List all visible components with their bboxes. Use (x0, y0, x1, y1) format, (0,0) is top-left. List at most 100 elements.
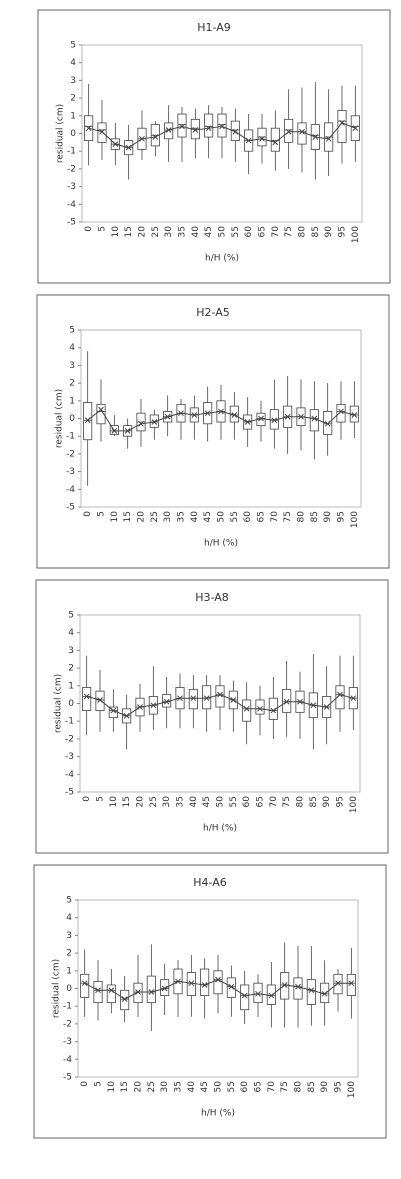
mean-marker (325, 135, 332, 142)
x-tick-label: 90 (323, 511, 333, 523)
mean-marker (311, 415, 318, 422)
x-tick-label: 65 (258, 226, 268, 237)
x-tick-label: 95 (338, 226, 348, 237)
mean-marker (351, 412, 358, 418)
mean-marker (123, 713, 130, 719)
x-tick-label: 10 (107, 1081, 117, 1093)
y-tick-label: 2 (66, 949, 72, 959)
box (177, 113, 187, 138)
mean-marker (121, 996, 128, 1002)
mean-marker (283, 698, 290, 705)
mean-marker (241, 992, 248, 999)
y-tick-label: 3 (70, 76, 76, 86)
mean-marker (230, 697, 237, 703)
box (297, 122, 307, 145)
box (82, 687, 92, 711)
box (268, 697, 278, 720)
box (333, 973, 343, 995)
x-tick-label: 50 (218, 226, 228, 238)
mean-marker (190, 695, 197, 702)
y-tick-label: 0 (66, 984, 72, 994)
x-tick-label: 80 (298, 226, 308, 238)
mean-marker (84, 417, 91, 424)
chart-title: H4-A6 (193, 876, 227, 889)
x-tick-label: 0 (84, 226, 94, 232)
y-tick-label: -3 (63, 1037, 72, 1047)
x-tick-label: 70 (270, 511, 280, 523)
mean-marker (175, 978, 181, 985)
mean-marker (205, 125, 212, 132)
box (213, 970, 223, 995)
x-axis-label: h/H (%) (205, 254, 239, 264)
x-tick-label: 50 (217, 511, 227, 523)
mean-marker (95, 987, 101, 994)
x-tick-label: 5 (97, 511, 107, 517)
box (93, 981, 103, 1004)
x-tick-label: 75 (283, 511, 293, 522)
mean-marker (352, 125, 359, 132)
box (215, 685, 225, 708)
mean-marker (299, 128, 305, 135)
mean-marker (281, 982, 288, 988)
mean-marker (228, 983, 235, 990)
mean-marker (284, 413, 291, 420)
y-tick-label: 1 (70, 111, 76, 121)
box (160, 979, 170, 996)
y-axis-label: residual (cm) (52, 959, 62, 1018)
y-tick-label: -4 (67, 200, 76, 210)
mean-marker (337, 691, 343, 698)
y-tick-label: 2 (68, 664, 74, 674)
x-tick-label: 15 (120, 1081, 130, 1092)
box (204, 113, 214, 138)
box (164, 122, 174, 140)
mean-marker (191, 412, 198, 418)
mean-marker (310, 702, 317, 709)
mean-marker (243, 705, 250, 712)
mean-marker (192, 127, 199, 133)
x-axis-label: h/H (%) (203, 824, 237, 834)
x-tick-label: 85 (309, 796, 319, 807)
mean-marker (165, 127, 172, 133)
x-tick-label: 10 (110, 511, 120, 523)
x-tick-label: 60 (244, 226, 254, 238)
x-tick-label: 40 (187, 1081, 197, 1093)
y-tick-label: -5 (63, 1073, 72, 1083)
x-tick-label: 65 (257, 511, 267, 522)
x-tick-label: 30 (162, 796, 172, 808)
y-tick-label: 5 (69, 326, 75, 336)
mean-marker (257, 705, 263, 712)
x-tick-label: 10 (109, 796, 119, 808)
y-tick-label: 1 (68, 681, 74, 691)
x-tick-label: 100 (349, 796, 359, 813)
x-tick-label: 90 (320, 1081, 330, 1093)
mean-marker (188, 980, 195, 987)
mean-marker (258, 415, 264, 422)
y-tick-label: -2 (65, 734, 74, 744)
box (95, 690, 105, 711)
mean-marker (270, 707, 277, 714)
x-axis-label: h/H (%) (204, 539, 238, 549)
mean-marker (338, 408, 344, 415)
x-tick-label: 30 (164, 226, 174, 238)
x-tick-label: 55 (227, 1081, 237, 1092)
box (337, 110, 347, 143)
mean-marker (244, 419, 251, 425)
box (97, 122, 107, 143)
mean-marker (232, 128, 239, 135)
mean-marker (308, 987, 315, 994)
y-tick-label: -2 (63, 1019, 72, 1029)
mean-marker (85, 125, 92, 132)
mean-marker (148, 989, 155, 995)
y-tick-label: -4 (65, 770, 74, 780)
mean-marker (152, 134, 159, 140)
box (335, 685, 345, 710)
y-axis-label: residual (cm) (54, 674, 64, 733)
mean-marker (271, 417, 278, 424)
x-tick-label: 30 (163, 511, 173, 523)
mean-marker (203, 695, 210, 702)
mean-marker (348, 980, 355, 987)
mean-marker (312, 134, 319, 140)
mean-marker (219, 123, 225, 130)
box (188, 688, 198, 710)
x-tick-label: 90 (324, 226, 334, 238)
